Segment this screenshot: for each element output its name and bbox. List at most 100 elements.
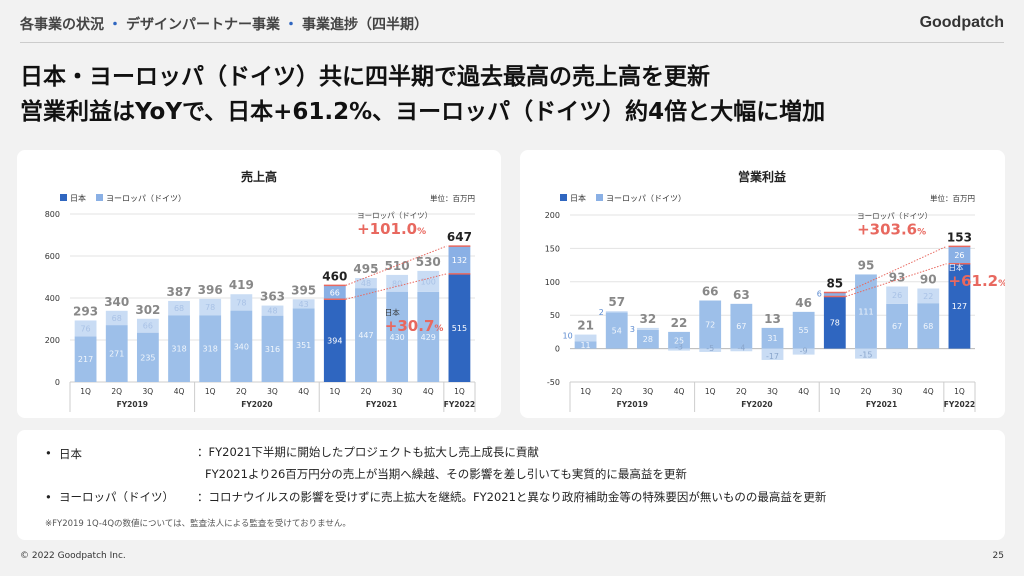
- bar-europe: [199, 298, 222, 316]
- bar-europe: [699, 348, 722, 352]
- x-tick-label: 2Q: [736, 387, 747, 396]
- annotation-value-europe: +303.6%: [857, 220, 926, 238]
- legend-swatch-europe: [596, 194, 603, 201]
- data-label-japan: 447: [358, 331, 373, 340]
- x-tick-label: 1Q: [329, 387, 340, 396]
- bar-europe: [668, 348, 690, 351]
- group-label: FY2020: [741, 400, 772, 409]
- bar-europe: [448, 246, 471, 274]
- x-tick-label: 2Q: [111, 387, 122, 396]
- data-label-japan: 11: [580, 341, 590, 350]
- data-label-japan: 351: [296, 341, 311, 350]
- annotation-label-japan: 日本: [385, 307, 400, 317]
- y-tick-label: 50: [550, 311, 560, 320]
- data-label-europe: 48: [361, 279, 371, 288]
- logo: Goodpatch: [919, 14, 1004, 31]
- total-label: 396: [198, 283, 223, 297]
- data-label-europe: 78: [236, 298, 246, 307]
- data-label-japan: 515: [452, 324, 467, 333]
- title-line-2: 営業利益はYoYで、日本+61.2%、ヨーロッパ（ドイツ）約4倍と大幅に増加: [20, 99, 826, 125]
- data-label-japan: 72: [705, 321, 715, 330]
- bullet: •: [45, 446, 52, 460]
- data-label-europe: 66: [143, 322, 153, 331]
- bar-japan: [417, 291, 440, 382]
- divider: [20, 42, 1004, 43]
- group-label: FY2019: [617, 400, 648, 409]
- legend-swatch-europe: [96, 194, 103, 201]
- total-label: 387: [167, 285, 192, 299]
- bar-japan: [355, 288, 377, 382]
- bar-japan: [105, 325, 128, 382]
- x-tick-label: 4Q: [174, 387, 185, 396]
- data-label-europe: -3: [675, 343, 683, 352]
- chart-title: 営業利益: [737, 170, 786, 184]
- annotation-value-japan: +30.7%: [385, 317, 444, 335]
- total-label: 340: [104, 295, 129, 309]
- x-tick-label: 3Q: [267, 387, 278, 396]
- y-tick-label: 600: [45, 252, 60, 261]
- bar-japan: [386, 291, 409, 382]
- bar-japan: [230, 310, 253, 382]
- x-tick-label: 3Q: [143, 387, 154, 396]
- bar-europe: [261, 305, 284, 316]
- breadcrumb-item: 各事業の状況: [20, 17, 104, 33]
- note-label-europe: ヨーロッパ（ドイツ）: [59, 490, 174, 504]
- data-label-europe: 66: [330, 288, 340, 297]
- y-tick-label: 200: [545, 211, 560, 220]
- bar-japan: [261, 315, 284, 382]
- data-label-europe: -4: [737, 343, 745, 352]
- data-label-japan: 31: [767, 334, 777, 343]
- annotation-label-japan: 日本: [949, 262, 964, 272]
- bar-europe: [886, 286, 909, 304]
- x-tick-label: 1Q: [454, 387, 465, 396]
- data-label-japan: 67: [736, 322, 746, 331]
- legend-label: ヨーロッパ（ドイツ）: [106, 194, 186, 203]
- data-label-europe: -9: [800, 347, 808, 356]
- total-label: 530: [416, 255, 441, 269]
- bar-japan: [948, 263, 971, 349]
- note-text: ：コロナウイルスの影響を受けずに売上拡大を継続。FY2021と異なり政府補助金等…: [197, 490, 827, 504]
- bar-japan: [886, 303, 909, 349]
- growth-arrow-europe: [345, 245, 447, 286]
- data-label-europe: 68: [174, 304, 184, 313]
- bar-europe: [574, 334, 597, 342]
- sales-chart-panel: 売上高 日本 ヨーロッパ（ドイツ） 単位：百万円 0 200 400 600 800 217 76…: [17, 150, 501, 418]
- data-label-europe: 132: [452, 256, 467, 265]
- x-tick-label: 1Q: [954, 387, 965, 396]
- total-label: 22: [671, 316, 688, 330]
- total-label: 293: [73, 304, 98, 318]
- bar-europe: [761, 348, 784, 360]
- total-label: 66: [702, 285, 719, 299]
- x-tick-label: 4Q: [923, 387, 934, 396]
- data-label-japan: 78: [830, 319, 840, 328]
- bar-europe: [323, 285, 346, 300]
- bar-japan: [636, 329, 659, 349]
- group-label: FY2022: [444, 400, 475, 409]
- annotation-value-japan: +61.2%: [949, 272, 1005, 290]
- note-text: FY2021より26百万円分の売上が当期へ繰越、その影響を差し引いても実質的に最…: [205, 467, 687, 481]
- bar-japan: [323, 299, 346, 382]
- group-label: FY2021: [366, 400, 397, 409]
- bar-japan: [605, 312, 628, 349]
- total-label: 32: [640, 312, 657, 326]
- bar-japan: [292, 308, 315, 382]
- bar-japan: [168, 315, 190, 382]
- bar-europe: [605, 311, 628, 313]
- data-label-europe: 43: [299, 300, 309, 309]
- data-label-japan: 55: [799, 326, 809, 335]
- group-label: FY2021: [866, 400, 897, 409]
- total-label: 363: [260, 290, 285, 304]
- data-label-europe: 100: [421, 277, 436, 286]
- total-label: 153: [947, 230, 972, 244]
- breadcrumb: 各事業の状況・デザインパートナー事業・事業進捗（四半期）: [20, 14, 428, 34]
- total-label: 63: [733, 288, 750, 302]
- bar-japan: [730, 303, 753, 349]
- breadcrumb-item: 事業進捗（四半期）: [302, 17, 428, 33]
- breadcrumb-sep: ・: [108, 17, 122, 33]
- total-label: 495: [353, 262, 378, 276]
- bar-japan: [761, 327, 784, 349]
- breadcrumb-sep: ・: [284, 17, 298, 33]
- data-label-japan: 68: [923, 322, 933, 331]
- data-label-japan: 316: [265, 345, 280, 354]
- legend-swatch-japan: [560, 194, 567, 201]
